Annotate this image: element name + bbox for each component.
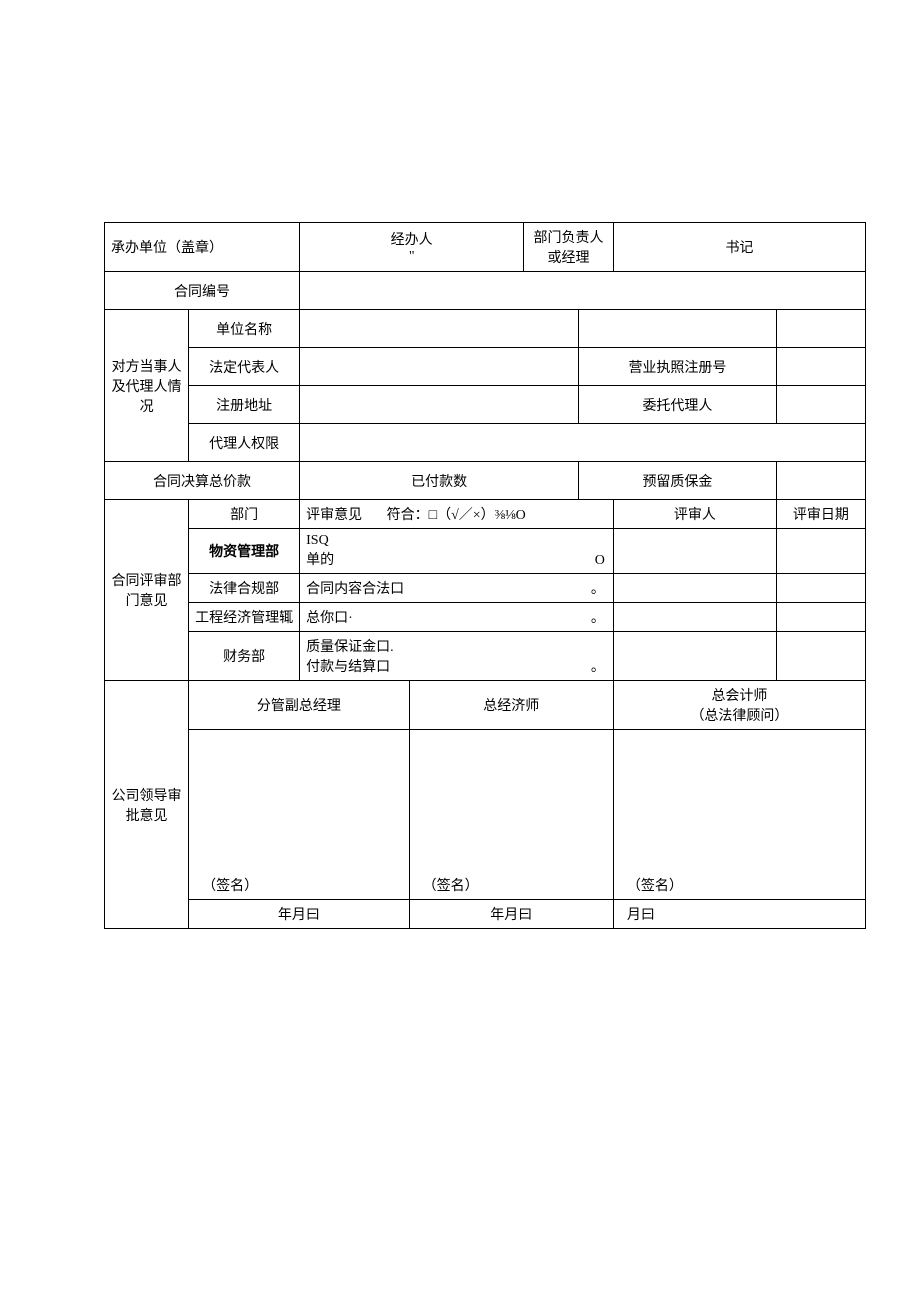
review-dept-1: 法律合规部 [189,574,300,603]
deputy-gm-sign: （签名） [189,730,410,900]
dept-manager-label: 部门负责人或经理 [524,223,614,272]
settlement-paid-label: 已付款数 [300,462,579,500]
settlement-total-label: 合同决算总价款 [105,462,300,500]
main-form-table: 承办单位（盖章） 经办人 " 部门负责人或经理 书记 合同编号 对方当事人及代理… [104,222,866,929]
secretary-label: 书记 [613,223,865,272]
review-opinion-3: 质量保证金口. 付款与结算口 。 [300,632,614,681]
agent-label: 委托代理人 [579,386,777,424]
contract-number-value [300,272,866,310]
review-opinion-1: 合同内容合法口 。 [300,574,614,603]
review-date-2 [776,603,865,632]
reg-address-label: 注册地址 [189,386,300,424]
reviewer-header: 评审人 [613,500,776,529]
review-dept-3: 财务部 [189,632,300,681]
reviewer-1 [613,574,776,603]
review-opinion-2: 总你口· 。 [300,603,614,632]
chief-accountant-sign: （签名） [613,730,865,900]
agent-auth-label: 代理人权限 [189,424,300,462]
date-2: 年月曰 [409,900,613,929]
reviewer-0 [613,529,776,574]
legal-rep-value [300,348,579,386]
unit-name-value [300,310,579,348]
unit-name-label: 单位名称 [189,310,300,348]
reviewer-2 [613,603,776,632]
date-3: 月曰 [613,900,865,929]
review-opinion-header: 评审意见 符合：□（√／×）⅜⅛O [300,500,614,529]
review-opinion-0: ISQ 单的 O [300,529,614,574]
deputy-gm-label: 分管副总经理 [189,681,410,730]
reg-address-value [300,386,579,424]
reg-number-value [776,348,865,386]
unit-name-value2 [579,310,777,348]
date-1: 年月曰 [189,900,410,929]
undertaker-unit-label: 承办单位（盖章） [105,223,300,272]
chief-economist-sign: （签名） [409,730,613,900]
chief-economist-label: 总经济师 [409,681,613,730]
review-dept-0: 物资管理部 [189,529,300,574]
review-dept-header: 部门 [189,500,300,529]
approval-group-label: 公司领导审批意见 [105,681,189,929]
party-group-label: 对方当事人及代理人情况 [105,310,189,462]
review-date-header: 评审日期 [776,500,865,529]
reviewer-3 [613,632,776,681]
settlement-retention-label: 预留质保金 [579,462,777,500]
reg-number-label: 营业执照注册号 [579,348,777,386]
agent-value [776,386,865,424]
review-dept-2: 工程经济管理辄 [189,603,300,632]
review-group-label: 合同评审部门意见 [105,500,189,681]
chief-accountant-label: 总会计师 （总法律顾问） [613,681,865,730]
form-table-container: 承办单位（盖章） 经办人 " 部门负责人或经理 书记 合同编号 对方当事人及代理… [104,222,866,929]
settlement-retention-value [776,462,865,500]
unit-name-value3 [776,310,865,348]
contract-number-label: 合同编号 [105,272,300,310]
review-date-0 [776,529,865,574]
legal-rep-label: 法定代表人 [189,348,300,386]
agent-auth-value [300,424,866,462]
review-date-3 [776,632,865,681]
handler-label: 经办人 " [300,223,524,272]
review-date-1 [776,574,865,603]
